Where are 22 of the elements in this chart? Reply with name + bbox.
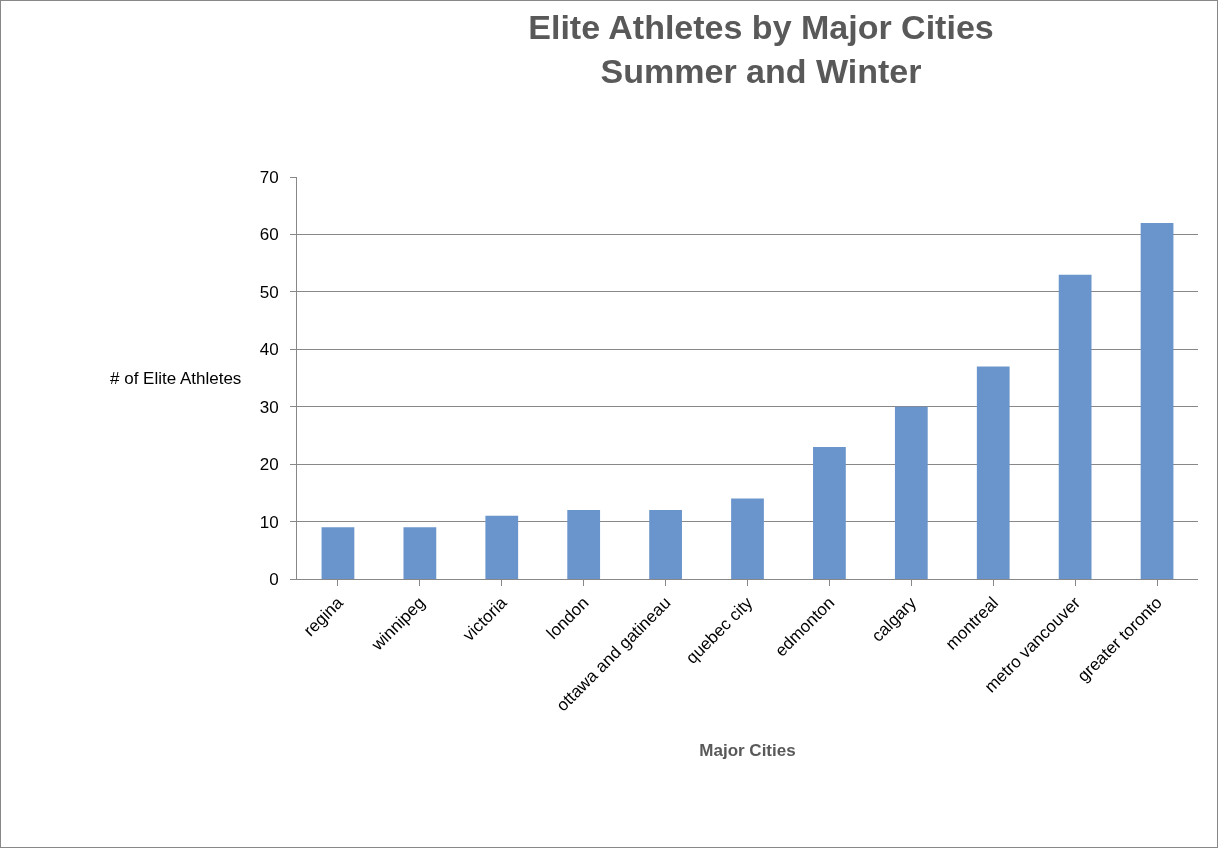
bar [403,527,437,579]
x-axis-title: Major Cities [699,741,796,761]
y-tick-label: 70 [259,167,279,187]
bar [1058,274,1092,579]
y-tick-label: 30 [259,397,279,417]
bar [567,510,601,579]
bar [485,515,519,579]
y-axis-title: # of Elite Athletes [110,369,242,388]
bar [321,527,355,579]
y-tick-label: 10 [259,512,279,532]
y-tick-label: 40 [259,340,279,360]
bar [813,446,846,579]
bar [1140,222,1174,579]
bar [976,366,1010,579]
bar [894,406,928,579]
chart-title: Elite Athletes by Major Cities Summer and Winter [528,8,994,91]
bar [731,498,764,579]
bar [649,510,682,579]
y-tick-label: 50 [259,282,279,302]
y-tick-label: 20 [259,455,279,475]
y-tick-label: 0 [269,569,279,589]
y-tick-label: 60 [259,225,279,245]
